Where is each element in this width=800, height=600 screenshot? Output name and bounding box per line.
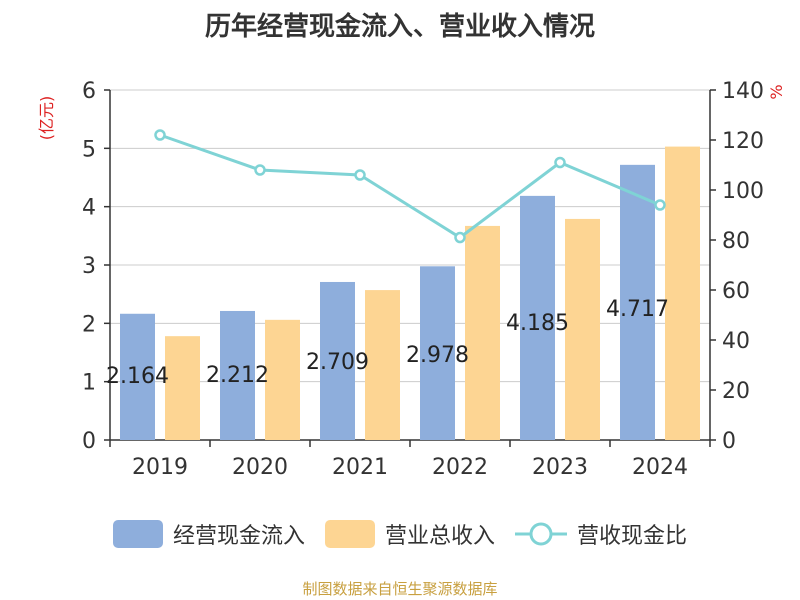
data-label-cash-inflow: 2.164 bbox=[106, 364, 169, 389]
x-tick-label: 2020 bbox=[232, 455, 288, 480]
y-axis-label-right: % bbox=[767, 84, 786, 99]
y-tick-label-right: 60 bbox=[722, 279, 750, 304]
y-tick-label-left: 4 bbox=[82, 196, 96, 221]
legend-label-revenue: 营业总收入 bbox=[384, 524, 495, 549]
bar-cash-inflow bbox=[220, 310, 255, 440]
bar-revenue bbox=[165, 336, 200, 440]
y-tick-label-right: 140 bbox=[722, 79, 764, 104]
legend-swatch-revenue bbox=[324, 520, 375, 548]
ratio-point bbox=[254, 164, 266, 176]
legend-item-ratio[interactable]: 营收现金比 bbox=[515, 518, 687, 550]
y-tick-label-left: 3 bbox=[82, 254, 96, 279]
legend-item-cash-inflow[interactable]: 经营现金流入 bbox=[112, 518, 305, 550]
bar-cash-inflow bbox=[120, 313, 155, 440]
y-tick-label-right: 40 bbox=[722, 329, 750, 354]
legend: 经营现金流入 营业总收入 营收现金比 bbox=[0, 514, 800, 554]
legend-swatch-cash-inflow bbox=[112, 520, 163, 548]
bar-cash-inflow bbox=[520, 195, 555, 440]
y-tick-label-right: 0 bbox=[722, 429, 736, 454]
bar-cash-inflow bbox=[620, 164, 655, 440]
y-tick-label-left: 2 bbox=[82, 312, 96, 337]
y-tick-label-right: 100 bbox=[722, 179, 764, 204]
x-tick-label: 2021 bbox=[332, 455, 388, 480]
ratio-line bbox=[159, 133, 661, 240]
data-label-cash-inflow: 2.212 bbox=[206, 363, 269, 388]
y-tick-label-right: 20 bbox=[722, 379, 750, 404]
bar-revenue bbox=[265, 319, 300, 440]
legend-line-marker-icon bbox=[515, 522, 567, 546]
legend-label-cash-inflow: 经营现金流入 bbox=[172, 524, 305, 549]
y-tick-label-right: 80 bbox=[722, 229, 750, 254]
y-tick-label-right: 120 bbox=[722, 129, 764, 154]
y-tick-label-left: 5 bbox=[82, 137, 96, 162]
bar-revenue bbox=[465, 225, 500, 440]
x-tick-label: 2022 bbox=[432, 455, 488, 480]
bar-revenue bbox=[365, 290, 400, 440]
ratio-point bbox=[654, 199, 666, 211]
y-tick-label-left: 0 bbox=[82, 429, 96, 454]
y-tick-label-left: 6 bbox=[82, 79, 96, 104]
ratio-point bbox=[354, 169, 366, 181]
ratio-point bbox=[454, 231, 466, 244]
data-label-cash-inflow: 2.978 bbox=[406, 343, 469, 368]
footer-source: 制图数据来自恒生聚源数据库 bbox=[302, 580, 498, 598]
bar-revenue bbox=[565, 218, 600, 440]
bar-cash-inflow bbox=[320, 281, 355, 440]
legend-item-revenue[interactable]: 营业总收入 bbox=[324, 518, 495, 550]
bar-cash-inflow bbox=[420, 266, 455, 440]
x-tick-label: 2024 bbox=[632, 455, 688, 480]
ratio-point bbox=[154, 129, 166, 141]
data-label-cash-inflow: 4.185 bbox=[506, 311, 569, 336]
ratio-point bbox=[554, 156, 566, 169]
chart-title: 历年经营现金流入、营业收入情况 bbox=[204, 12, 595, 42]
data-label-cash-inflow: 2.709 bbox=[306, 350, 369, 375]
x-tick-label: 2023 bbox=[532, 455, 588, 480]
data-label-cash-inflow: 4.717 bbox=[606, 297, 669, 322]
x-tick-label: 2019 bbox=[132, 455, 188, 480]
legend-label-ratio: 营收现金比 bbox=[577, 524, 688, 549]
y-tick-label-left: 1 bbox=[82, 371, 96, 396]
bar-revenue bbox=[665, 146, 700, 441]
y-axis-label-left: (亿元) bbox=[37, 96, 56, 141]
